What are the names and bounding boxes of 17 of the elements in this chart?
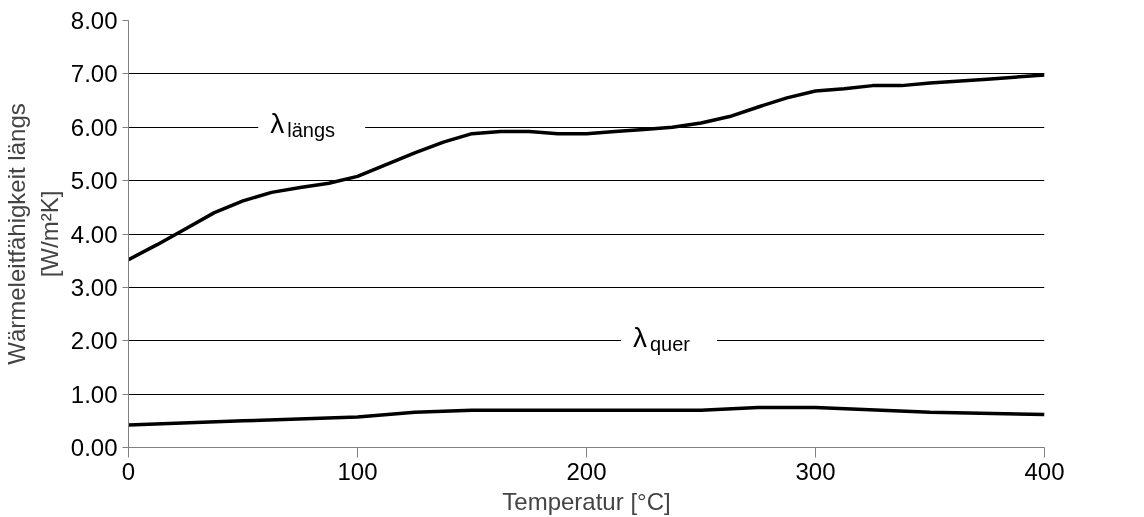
- y-tick-label: 4.00: [70, 220, 118, 248]
- x-tick-label: 100: [337, 457, 378, 485]
- x-tick-label: 300: [795, 457, 836, 485]
- line-series: [128, 405, 1045, 427]
- y-axis-title: Wärmeleitfähigkeit längs [W/m²K]: [3, 103, 63, 365]
- x-tick-label: 0: [121, 457, 136, 485]
- y-tick-label: 5.00: [70, 167, 118, 195]
- y-tick-label: 6.00: [70, 113, 118, 141]
- y-tick-label: 3.00: [70, 273, 118, 301]
- y-tick-label: 8.00: [70, 7, 118, 34]
- x-tick-label: 400: [1024, 457, 1065, 485]
- x-axis-title: Temperatur [°C]: [502, 487, 671, 515]
- y-tick-label: 2.00: [70, 327, 118, 355]
- x-tick-label: 200: [566, 457, 607, 485]
- y-tick-label: 0.00: [70, 434, 118, 461]
- y-tick-label: 7.00: [70, 60, 118, 88]
- y-tick-label: 1.00: [70, 380, 118, 408]
